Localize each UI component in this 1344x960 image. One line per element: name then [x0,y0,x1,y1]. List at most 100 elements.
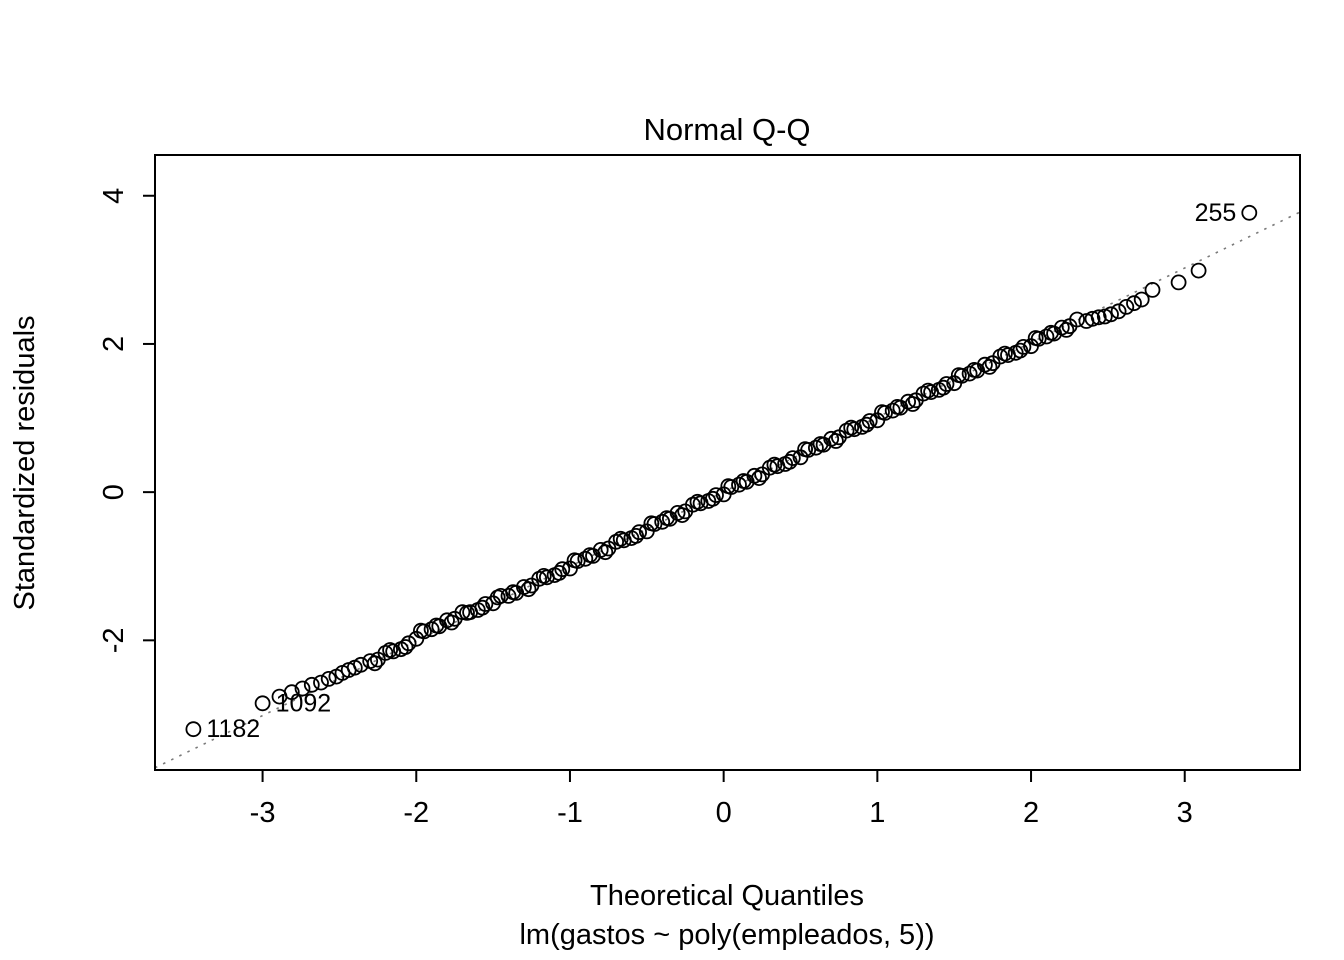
y-tick-label: 2 [98,336,130,352]
y-tick-label: 0 [98,484,130,500]
data-point [520,581,537,598]
data-point [320,671,337,687]
data-point [784,450,801,467]
y-axis-label: Standardized residuals [9,315,41,610]
data-point [1133,291,1150,308]
data-point [1043,324,1059,341]
data-point [628,528,644,544]
data-point [1144,281,1161,298]
data-point [500,588,517,604]
data-point [981,358,998,375]
data-point [412,622,429,639]
x-tick-label: -1 [557,797,583,829]
data-point [674,507,691,523]
data-point [961,365,978,382]
data-point [303,676,320,693]
data-point [761,459,778,476]
data-point [1103,306,1119,323]
outlier-point [254,695,271,712]
data-point [397,639,414,655]
data-point [861,413,878,429]
data-point [731,476,747,493]
axes-layer: -3 -2 -1 0 1 2 3 -2 0 2 4 [98,154,1301,829]
data-point [797,441,813,458]
data-point [689,493,706,510]
data-point [654,513,671,530]
x-tick-label: 0 [716,797,732,829]
data-point [366,655,383,672]
data-point [938,376,955,392]
x-tick-label: 1 [869,797,885,829]
x-tick-label: 2 [1023,797,1039,829]
data-point [708,487,724,504]
data-point [705,490,721,507]
data-point [781,453,798,470]
data-point [1190,262,1207,279]
data-point [843,419,860,436]
data-point [566,552,583,569]
data-point [966,361,983,378]
data-point [920,382,936,399]
data-point [631,524,647,541]
plot-box [154,154,1301,771]
x-axis-sublabel: lm(gastos ~ poly(empleados, 5)) [519,919,934,951]
x-axis-label: Theoretical Quantiles [590,880,864,912]
data-point [1126,295,1142,312]
scatter-points-layer: 255 1092 1182 [185,199,1258,743]
data-point [1069,311,1085,328]
data-point [766,456,783,473]
point-label: 1182 [206,715,260,743]
data-point [582,547,598,563]
data-point [1015,338,1032,355]
data-point [477,596,494,612]
reference-line-layer [154,211,1301,769]
outlier-point [185,721,202,738]
data-point [1012,342,1029,359]
data-point [808,439,824,456]
point-label: 255 [1195,199,1237,227]
data-point [1090,309,1107,326]
data-point [1084,310,1101,327]
data-point [505,584,521,601]
y-tick-label: -2 [98,627,130,653]
data-point [459,605,475,621]
data-point [474,599,491,616]
data-point [997,345,1013,362]
data-point [423,621,440,638]
data-point [554,561,571,578]
data-point [283,684,300,701]
data-point [751,470,767,487]
data-point [1058,321,1075,338]
data-point [443,614,460,631]
data-point [535,568,552,584]
data-point [915,385,932,402]
data-point [294,680,311,697]
data-point [884,402,901,419]
x-tick-label: 3 [1177,797,1193,829]
data-point [935,379,952,396]
data-point [1110,303,1127,320]
data-point [874,404,890,421]
data-point [428,617,445,634]
qq-reference-line [154,211,1301,769]
data-point [382,642,399,658]
data-point [889,398,906,415]
data-point [1170,274,1187,291]
x-tick-label: -2 [403,797,429,829]
data-point [904,396,921,412]
data-point [597,544,614,561]
data-point [720,478,737,495]
data-point [658,510,675,526]
data-point [577,550,594,567]
data-point [858,416,875,433]
data-point [828,433,844,449]
data-point [643,515,660,532]
data-point [608,533,624,550]
y-tick-label: 4 [98,188,130,204]
data-point [735,473,752,489]
data-point [400,635,417,652]
data-point [1038,328,1055,345]
data-point [950,367,967,384]
plot-title: Normal Q-Q [643,112,810,147]
